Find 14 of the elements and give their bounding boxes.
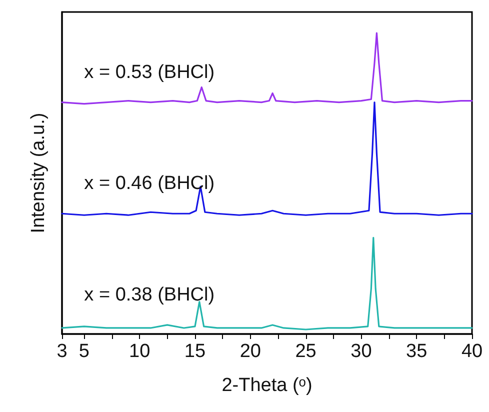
x-tick-label: 15 [184,341,206,362]
x-tick-label: 40 [461,341,483,362]
series-label: x = 0.38 (BHCl) [84,284,215,306]
x-tick-label: 25 [295,341,316,362]
x-tick-label: 30 [350,341,372,362]
series-label: x = 0.53 (BHCl) [84,62,215,83]
y-axis-title: Intensity (a.u.) [28,112,49,234]
x-axis-title: 2-Theta (ᵒ) [222,375,312,396]
x-tick-label: 20 [240,341,261,362]
x-tick-label: 35 [406,341,428,362]
series-label: x = 0.46 (BHCl) [84,173,215,194]
x-tick-label: 3 [56,341,68,362]
x-tick-label: 10 [128,341,150,362]
x-tick-label: 5 [78,341,90,362]
